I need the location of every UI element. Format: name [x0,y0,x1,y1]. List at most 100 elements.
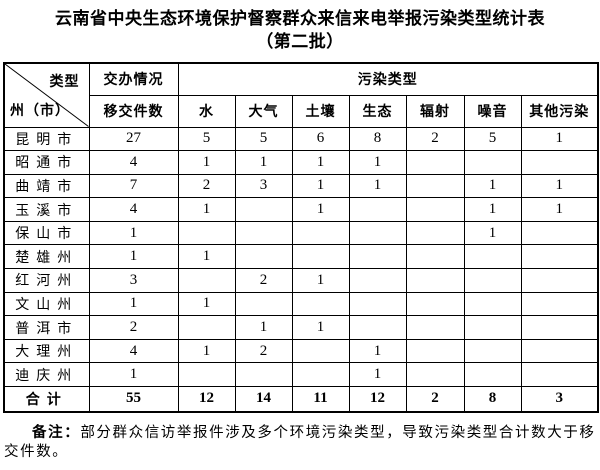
header-noise: 噪音 [463,94,522,128]
value-cell [291,220,350,246]
region-cell: 红河州 [3,268,90,293]
transferred-cell: 2 [88,315,179,340]
table-row: 迪庆州 1 1 [3,362,599,388]
value-cell [405,244,465,270]
value-cell [234,197,293,222]
region-cell: 普洱市 [3,315,90,340]
table-row: 曲靖市 7 2 3 1 1 1 1 [3,173,599,199]
header-soil: 土壤 [291,94,350,128]
table-row: 普洱市 2 1 1 [3,315,599,340]
corner-label-region: 州（市） [10,101,70,118]
value-cell [291,244,350,270]
value-cell [405,173,465,199]
transferred-cell: 1 [88,220,179,246]
value-cell: 2 [405,126,465,152]
region-cell: 保山市 [3,220,90,246]
value-cell [463,338,522,364]
header-radiation: 辐射 [405,94,465,128]
value-cell: 1 [177,338,236,364]
page-title-line1: 云南省中央生态环境保护督察群众来信来电举报污染类型统计表 [55,9,545,28]
total-value-cell: 2 [405,386,465,413]
value-cell [177,315,236,340]
page-title-line2: （第二批） [256,32,344,51]
region-cell: 昆明市 [3,126,90,152]
transferred-cell: 1 [88,244,179,270]
value-cell: 5 [463,126,522,152]
transferred-cell: 3 [88,268,179,293]
table-row: 保山市 1 1 [3,220,599,246]
value-cell [234,244,293,270]
corner-label-type: 类型 [49,73,80,89]
table-row: 文山州 1 1 [3,291,599,317]
value-cell [177,362,236,388]
value-cell [348,197,407,222]
value-cell: 1 [234,315,293,340]
region-cell: 昭通市 [3,150,90,175]
value-cell [520,291,599,317]
value-cell [520,268,599,293]
table-row: 大理州 4 1 2 1 [3,338,599,364]
region-cell: 文山州 [3,291,90,317]
value-cell: 1 [177,197,236,222]
value-cell: 6 [291,126,350,152]
value-cell [463,362,522,388]
value-cell [405,362,465,388]
total-transferred-cell: 55 [88,386,179,413]
footnote-label: 备注： [32,424,81,441]
value-cell [520,244,599,270]
value-cell [234,362,293,388]
value-cell: 1 [177,291,236,317]
value-cell: 8 [348,126,407,152]
total-label-cell: 合计 [3,386,90,413]
value-cell: 1 [291,315,350,340]
value-cell [348,315,407,340]
value-cell: 2 [177,173,236,199]
header-handling: 交办情况 [88,62,179,96]
value-cell: 5 [234,126,293,152]
value-cell: 1 [463,220,522,246]
table-row: 玉溪市 4 1 1 1 1 [3,197,599,222]
value-cell: 1 [291,150,350,175]
value-cell [520,315,599,340]
value-cell: 1 [291,197,350,222]
value-cell [291,362,350,388]
total-value-cell: 3 [520,386,599,413]
value-cell [520,362,599,388]
total-value-cell: 14 [234,386,293,413]
value-cell [234,220,293,246]
value-cell [348,268,407,293]
region-cell: 迪庆州 [3,362,90,388]
value-cell [177,220,236,246]
value-cell [463,150,522,175]
header-ecology: 生态 [348,94,407,128]
table-row: 楚雄州 1 1 [3,244,599,270]
total-value-cell: 8 [463,386,522,413]
value-cell [291,338,350,364]
value-cell: 1 [177,150,236,175]
total-row: 合计 55 12 14 11 12 2 8 3 [3,386,599,413]
value-cell [405,197,465,222]
region-cell: 楚雄州 [3,244,90,270]
transferred-cell: 4 [88,150,179,175]
value-cell: 1 [520,173,599,199]
value-cell [234,291,293,317]
region-cell: 曲靖市 [3,173,90,199]
value-cell [520,338,599,364]
footnote-text: 部分群众信访举报件涉及多个环境污染类型，导致污染类型合计数大于移交件数。 [4,424,596,460]
value-cell [520,150,599,175]
transferred-cell: 27 [88,126,179,152]
value-cell [520,220,599,246]
value-cell: 5 [177,126,236,152]
value-cell: 1 [291,173,350,199]
pollution-stats-table: 类型 州（市） 交办情况 污染类型 移交件数 水 大气 土壤 生态 辐射 噪音 … [3,62,600,413]
transferred-cell: 4 [88,338,179,364]
header-other: 其他污染 [520,94,599,128]
value-cell: 1 [348,338,407,364]
transferred-cell: 1 [88,362,179,388]
value-cell [348,291,407,317]
value-cell: 3 [234,173,293,199]
value-cell: 1 [520,197,599,222]
header-water: 水 [177,94,236,128]
total-value-cell: 12 [348,386,407,413]
